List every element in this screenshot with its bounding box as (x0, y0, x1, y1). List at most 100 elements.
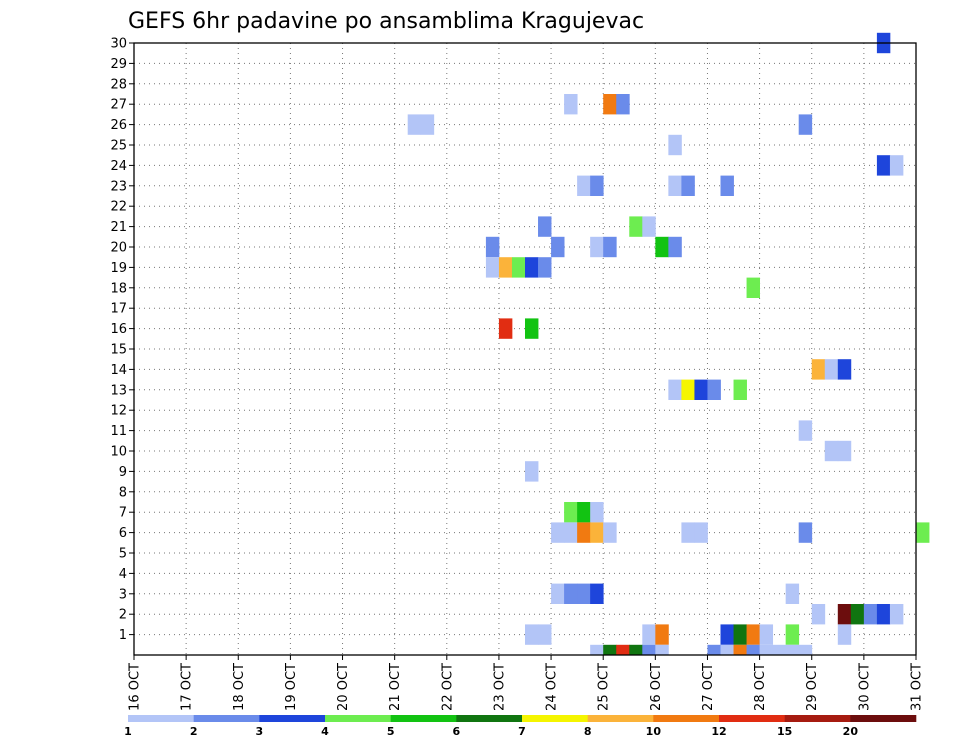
x-tick-label: 18 OCT (232, 663, 247, 711)
precip-cell (525, 257, 539, 278)
x-tick-label: 21 OCT (388, 663, 403, 711)
y-tick-label: 29 (110, 57, 127, 72)
precip-cell (590, 175, 604, 196)
precip-cell (525, 318, 539, 339)
colorbar-label: 3 (256, 725, 264, 738)
precip-cell (564, 583, 578, 604)
precip-cell (551, 522, 565, 543)
precip-cell (668, 134, 682, 156)
colorbar-label: 5 (387, 725, 395, 738)
y-tick-label: 30 (110, 37, 127, 52)
precip-cell (876, 155, 891, 176)
precip-cell (642, 624, 656, 645)
precip-cell (889, 604, 904, 625)
precip-cell (655, 236, 669, 258)
precip-cell (525, 461, 539, 482)
precip-cell (420, 114, 435, 135)
precip-cell (785, 583, 800, 604)
y-tick-label: 26 (110, 118, 127, 133)
precip-cell (733, 644, 747, 655)
y-tick-label: 27 (110, 98, 127, 113)
precip-cell (824, 440, 839, 462)
precip-cell (642, 216, 656, 237)
precip-cell (746, 277, 760, 298)
y-tick-label: 15 (110, 343, 127, 358)
precip-cell (655, 644, 669, 655)
colorbar-label: 6 (453, 725, 461, 738)
precip-cell (590, 236, 604, 258)
precip-cell (746, 624, 760, 645)
precip-cell (785, 624, 800, 645)
precip-cell (498, 257, 513, 278)
colorbar-segment (719, 715, 785, 722)
x-tick-label: 25 OCT (597, 663, 612, 711)
colorbar-label: 15 (777, 725, 792, 738)
x-tick-label: 23 OCT (492, 663, 507, 711)
precip-cell (577, 583, 591, 604)
y-tick-label: 5 (119, 547, 127, 562)
chart-title: GEFS 6hr padavine po ansamblima Kragujev… (128, 9, 644, 34)
x-tick-label: 27 OCT (701, 663, 716, 711)
precip-cell (733, 379, 747, 400)
y-tick-label: 17 (110, 302, 127, 317)
x-tick-label: 26 OCT (649, 663, 664, 711)
colorbar-segment (784, 715, 851, 722)
y-axis: 1234567891011121314151617181920212223242… (110, 37, 134, 643)
precip-cell (590, 644, 604, 655)
precip-cell (538, 216, 552, 237)
precip-cell (564, 94, 578, 115)
x-tick-label: 22 OCT (440, 663, 455, 711)
y-tick-label: 9 (119, 465, 127, 480)
y-tick-label: 16 (110, 322, 127, 337)
precip-cell (616, 644, 630, 655)
precip-cell (590, 583, 604, 604)
precip-cell (798, 644, 813, 655)
precip-cell (837, 359, 852, 380)
precip-cell (538, 624, 552, 645)
colorbar-label: 10 (646, 725, 662, 738)
y-tick-label: 19 (110, 261, 127, 276)
colorbar-segment (259, 715, 326, 722)
y-tick-label: 1 (119, 628, 127, 643)
y-tick-label: 21 (110, 220, 127, 235)
precip-cell (837, 440, 852, 462)
precip-cell (694, 379, 708, 400)
y-tick-label: 7 (119, 506, 127, 521)
precip-cell (707, 379, 721, 400)
precip-cell (889, 155, 904, 176)
precip-cell (538, 257, 552, 278)
precip-cell (603, 236, 617, 258)
x-tick-label: 30 OCT (857, 663, 872, 711)
y-tick-label: 4 (119, 567, 127, 582)
colorbar-label: 4 (321, 725, 329, 738)
precip-cell (642, 644, 656, 655)
colorbar-segment (587, 715, 654, 722)
precip-cell (668, 379, 682, 400)
x-tick-label: 31 OCT (910, 663, 925, 711)
x-axis: 16 OCT 17 OCT 18 OCT 19 OCT 20 OCT 21 OCT 22 O… (128, 655, 925, 711)
precip-cell (668, 236, 682, 258)
precip-cell (616, 94, 630, 115)
precip-cell (681, 379, 695, 400)
precip-cell (498, 318, 513, 339)
precip-cell (681, 175, 695, 196)
y-tick-label: 6 (119, 526, 127, 541)
y-tick-label: 2 (119, 608, 127, 623)
precip-cell (759, 644, 774, 655)
y-tick-label: 3 (119, 587, 127, 602)
y-tick-label: 8 (119, 485, 127, 500)
precip-cell (759, 624, 774, 645)
precip-cell (720, 644, 734, 655)
colorbar-segment (522, 715, 588, 722)
y-tick-label: 23 (110, 179, 127, 194)
y-tick-label: 11 (110, 424, 127, 439)
y-tick-label: 12 (110, 404, 127, 419)
precip-cell (564, 522, 578, 543)
colorbar-segment (390, 715, 457, 722)
x-tick-label: 17 OCT (180, 663, 195, 711)
precip-cell (577, 502, 591, 523)
precip-cell (798, 522, 813, 543)
colorbar-segment (128, 715, 194, 722)
precip-cell (655, 624, 669, 645)
